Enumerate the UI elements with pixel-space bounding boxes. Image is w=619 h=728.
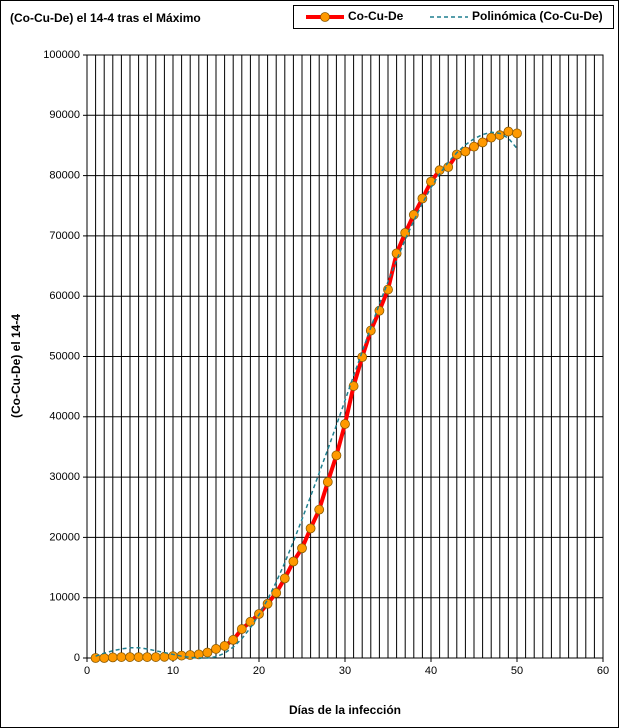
data-point — [331, 450, 342, 461]
data-point — [469, 141, 479, 152]
y-tick-label: 50000 — [49, 350, 80, 362]
trend-line — [95, 131, 518, 659]
data-point — [400, 227, 411, 238]
data-point — [262, 598, 273, 609]
x-tick-label: 20 — [253, 665, 265, 677]
data-point — [322, 477, 333, 487]
data-point — [202, 647, 213, 658]
data-point — [443, 162, 454, 173]
y-tick-label: 0 — [74, 652, 80, 664]
data-point — [219, 641, 230, 651]
legend-label: Polinómica (Co-Cu-De) — [472, 9, 603, 23]
data-point — [279, 573, 290, 584]
data-point — [297, 543, 307, 554]
x-axis-label: Días de la infección — [289, 703, 401, 717]
x-tick-label: 0 — [84, 665, 90, 677]
y-tick-label: 30000 — [49, 471, 80, 483]
data-point — [236, 624, 247, 634]
data-point — [314, 504, 325, 515]
y-tick-label: 80000 — [49, 170, 80, 182]
x-tick-label: 30 — [339, 665, 351, 677]
data-point — [228, 635, 239, 645]
data-point — [340, 419, 350, 429]
data-point — [408, 209, 419, 220]
y-tick-label: 40000 — [49, 411, 80, 423]
data-point — [503, 126, 514, 137]
legend-marker — [320, 12, 330, 22]
data-point — [107, 652, 118, 663]
data-point — [391, 248, 402, 259]
data-point — [348, 381, 359, 391]
data-point — [288, 556, 299, 567]
plot-border — [86, 54, 604, 659]
data-point — [451, 149, 462, 160]
y-axis-label: (Co-Cu-De) el 14-4 — [9, 314, 23, 418]
data-point — [305, 523, 316, 534]
x-tick-label: 40 — [425, 665, 437, 677]
data-point — [512, 128, 522, 139]
data-point — [116, 652, 127, 662]
y-tick-label: 90000 — [49, 109, 80, 121]
data-point — [460, 146, 471, 157]
y-tick-label: 70000 — [49, 230, 80, 242]
data-point — [271, 587, 282, 598]
x-tick-label: 10 — [167, 665, 179, 677]
data-point — [494, 130, 505, 141]
data-point — [99, 653, 110, 663]
y-tick-label: 20000 — [49, 531, 80, 543]
data-point — [142, 652, 153, 662]
chart-title: (Co-Cu-De) el 14-4 tras el Máximo — [10, 11, 201, 25]
data-point — [168, 651, 178, 662]
y-tick-label: 10000 — [49, 592, 80, 604]
data-point — [211, 644, 221, 654]
x-tick-label: 60 — [597, 665, 609, 677]
legend-label: Co-Cu-De — [348, 9, 404, 23]
y-tick-label: 100000 — [43, 49, 80, 61]
data-point — [150, 652, 161, 662]
data-point — [133, 652, 144, 662]
data-point — [125, 652, 135, 662]
y-tick-label: 60000 — [49, 290, 80, 302]
data-point — [486, 132, 497, 143]
x-tick-label: 50 — [511, 665, 523, 677]
data-point — [477, 137, 488, 148]
